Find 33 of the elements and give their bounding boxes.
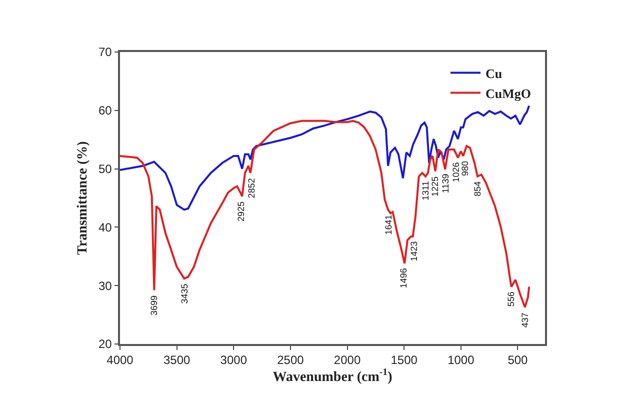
x-axis-title: Wavenumber (cm$^{-1}$) [272,367,393,386]
annotation: 3699 [148,295,159,316]
x-tick-label: 2500 [277,353,304,368]
y-axis-title: Transmittance (%) [76,140,91,255]
x-tick-label: 1000 [448,353,475,368]
annotation: 980 [460,160,470,176]
annotation: 1641 [383,214,394,235]
annotation: 1225 [430,176,440,196]
annotation: 556 [506,292,516,307]
annotation: 2852 [246,178,256,198]
annotation: 1496 [398,268,408,288]
annotation: 854 [472,181,483,196]
y-tick-label: 40 [98,220,112,234]
x-tick-label: 1500 [390,353,418,368]
legend-label: Cu [486,66,502,81]
annotation: 437 [520,312,530,328]
annotation: 2925 [236,202,246,222]
annotation: 1139 [440,174,450,194]
y-tick-label: 30 [98,278,112,293]
x-tick-label: 2000 [334,353,361,368]
x-tick-label: 500 [508,353,528,368]
legend-label: CuMgO [486,86,531,101]
y-tick-label: 70 [98,45,112,60]
x-tick-label: 4000 [106,353,134,368]
y-tick-label: 60 [98,104,112,118]
annotation: 1026 [450,162,461,182]
x-tick-label: 3500 [163,353,190,368]
annotation: 1423 [409,241,420,262]
y-tick-label: 50 [98,162,112,176]
annotation: 3435 [180,284,190,304]
annotation: 1311 [420,180,431,200]
y-tick-label: 20 [98,337,112,352]
x-tick-label: 3000 [220,353,248,368]
